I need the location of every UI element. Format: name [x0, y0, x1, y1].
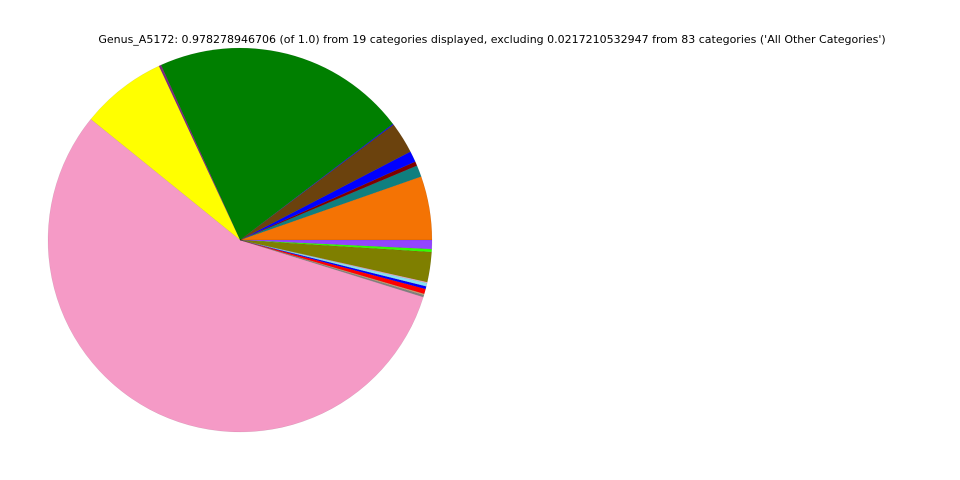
pie-slice-4	[239, 124, 411, 241]
pie-slice-11	[239, 239, 425, 296]
pie-slice-10	[239, 239, 425, 298]
pie-slice-3	[239, 151, 416, 241]
pie-slice-2	[239, 161, 418, 241]
pie-slice-7	[158, 64, 241, 241]
pie-slice-18	[239, 239, 433, 250]
pie-slice-0	[239, 176, 433, 241]
pie-slice-12	[239, 239, 426, 295]
pie-slice-16	[239, 239, 432, 283]
pie-slice-8	[90, 65, 241, 241]
pie-slice-13	[239, 239, 427, 290]
pie-slice-6	[160, 47, 394, 241]
pie-slice-17	[239, 239, 432, 253]
pie-slice-9	[47, 118, 424, 433]
chart-title: Genus_A5172: 0.978278946706 (of 1.0) fro…	[98, 33, 886, 46]
pie-slice-14	[239, 239, 428, 287]
pie-slice-1	[239, 165, 422, 241]
